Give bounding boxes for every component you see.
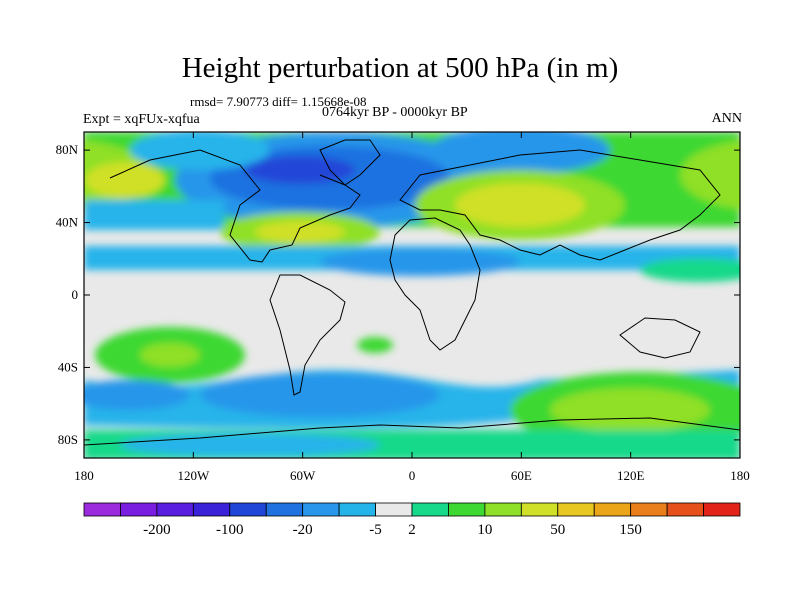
field-satl-green [357,337,393,353]
map-title: Height perturbation at 500 hPa (in m) [181,52,619,84]
colorbar-swatch [229,502,267,517]
experiment-label: Expt = xqFUx-xqfua [83,112,200,127]
colorbar-label: 50 [550,522,565,538]
colorbar-swatch [83,502,121,517]
colorbar: -200 -100 -20 -5 2 10 50 150 [83,502,741,538]
colorbar-label: -200 [143,522,171,538]
lon-tick-label: 180 [74,468,94,483]
colorbar-swatch [593,502,632,517]
coast-australia [619,317,701,359]
field-arctic-cyan [130,132,270,170]
colorbar-label: -100 [216,522,244,538]
field-southern-blue-west [84,380,190,410]
colorbar-swatch [411,502,449,517]
lat-tick-label: 80S [58,432,78,447]
field-pacific-cyan [84,200,224,230]
colorbar-swatch [375,502,413,517]
lon-tick-label: 120W [177,468,210,483]
colorbar-swatch [192,502,231,517]
colorbar-swatch [630,502,668,517]
lon-tick-label: 0 [409,468,416,483]
colorbar-swatch [265,502,304,517]
coastlines [84,139,740,446]
colorbar-label: 2 [408,522,416,538]
lat-tick-label: 40S [58,359,78,374]
colorbar-label: 150 [619,522,642,538]
lat-tick-label: 40N [56,215,79,230]
lat-tick-label: 80N [56,142,79,157]
lat-axis: 80N 40N 0 40S 80S [56,142,740,447]
field-antarctic-cyan [120,433,380,457]
lon-axis: 180 120W 60W 0 60E 120E 180 [74,132,750,483]
coast-north-america [109,149,361,263]
field-eurasia-yellow [455,183,585,227]
colorbar-swatch [156,502,194,517]
coast-eurasia [399,149,721,261]
season-label: ANN [711,111,742,126]
field-sp-yellowgreen [140,343,200,367]
field-antarctic-yellowgreen [550,388,710,432]
lat-tick-label: 0 [72,287,79,302]
field-nw-yellow [85,162,165,198]
colorbar-swatch [520,502,559,517]
colorbar-swatch [703,502,741,517]
lon-tick-label: 120E [617,468,645,483]
coast-antarctica [84,417,740,446]
colorbar-swatch [338,502,376,517]
colorbar-swatch [484,502,522,517]
stats-text: rmsd= 7.90773 diff= 1.15668e-08 [190,94,367,109]
field-ne-yellowgreen [680,141,740,209]
field-pacific-green [640,258,740,282]
colorbar-swatch [448,502,486,517]
colorbar-label: -20 [293,522,313,538]
lon-tick-label: 60W [290,468,316,483]
field-southern-blue [200,373,440,417]
field-north-atlantic-core [245,156,355,184]
colorbar-label: 10 [477,522,492,538]
coast-greenland [319,139,381,186]
coast-africa [389,217,481,351]
colorbar-swatch [302,502,340,517]
period-text: 0764kyr BP - 0000kyr BP [322,105,468,120]
coast-south-america [269,274,346,396]
colorbar-swatch [666,502,704,517]
field-atlantic-yellow [255,221,345,243]
colorbar-swatch [120,502,158,517]
colorbar-label: -5 [369,522,382,538]
map-field [84,132,740,458]
lon-tick-label: 180 [730,468,750,483]
colorbar-swatch [557,502,595,517]
field-midlat-blue [320,248,520,276]
lon-tick-label: 60E [511,468,532,483]
